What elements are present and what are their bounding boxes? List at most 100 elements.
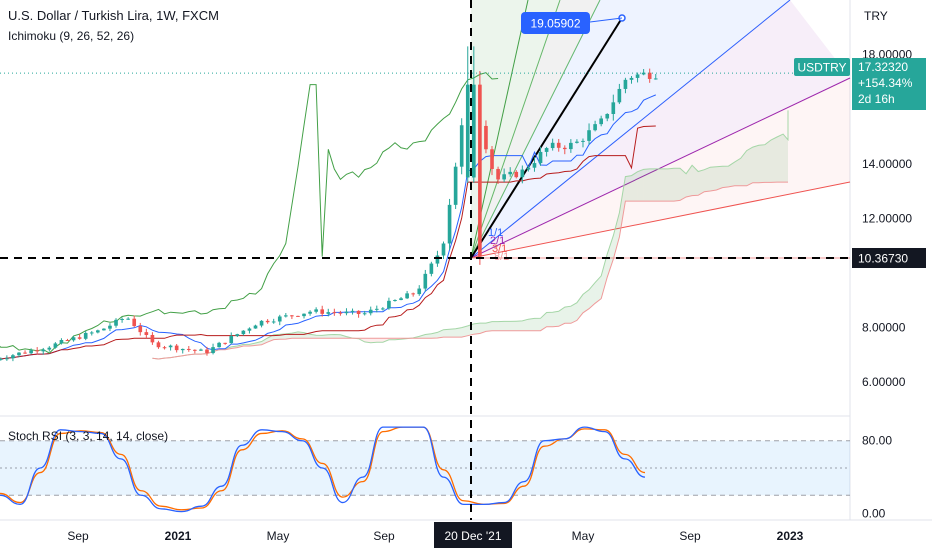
candle-body — [466, 85, 470, 178]
cloud-segment — [492, 322, 498, 331]
candle-body — [169, 346, 173, 348]
cloud-segment — [668, 168, 674, 201]
candle-body — [508, 172, 512, 174]
candle-body — [363, 313, 367, 314]
candle-body — [108, 326, 112, 329]
candle-body — [636, 74, 640, 78]
candle-body — [41, 350, 45, 352]
candle-body — [545, 148, 549, 152]
indicator-label: Ichimoku (9, 26, 52, 26) — [8, 29, 134, 43]
candle-body — [611, 102, 615, 114]
candle-body — [490, 149, 494, 169]
candle-body — [308, 312, 312, 314]
candle-body — [17, 353, 21, 356]
candle-body — [551, 143, 555, 148]
candle-body — [478, 85, 482, 257]
candle-body — [254, 326, 258, 329]
candle-body — [454, 167, 458, 205]
candle-body — [29, 350, 33, 353]
candle-body — [333, 312, 337, 313]
cloud-segment — [759, 145, 765, 183]
candle-body — [496, 169, 500, 179]
candle-body — [599, 118, 603, 124]
candle-body — [581, 141, 585, 142]
crosshair-price-label: 10.36730 — [858, 252, 908, 266]
price-badge-change: +154.34% — [858, 76, 913, 90]
candle-body — [430, 264, 434, 274]
candle-body — [654, 78, 658, 79]
cloud-segment — [510, 321, 516, 330]
candle-body — [145, 332, 149, 335]
candle-body — [302, 314, 306, 316]
cloud-segment — [783, 134, 788, 182]
candle-body — [272, 321, 276, 322]
candle-body — [521, 170, 525, 178]
candle-body — [90, 332, 94, 333]
candle-body — [278, 316, 282, 321]
candle-body — [387, 301, 391, 309]
candle-body — [120, 319, 124, 320]
cloud-segment — [638, 169, 644, 201]
cloud-segment — [553, 311, 559, 326]
candle-body — [284, 315, 288, 316]
candle-body — [187, 349, 191, 350]
cloud-segment — [674, 168, 680, 201]
cloud-segment — [777, 134, 783, 182]
candle-body — [132, 319, 136, 326]
price-tick-label: 8.00000 — [862, 321, 906, 335]
candle-body — [575, 142, 579, 143]
time-tick-label: May — [267, 529, 290, 543]
cloud-segment — [722, 166, 728, 188]
cloud-segment — [547, 312, 553, 327]
candle-body — [405, 293, 409, 298]
candle-body — [539, 152, 543, 163]
candle-body — [248, 329, 252, 331]
candle-body — [0, 359, 3, 360]
candle-body — [151, 335, 155, 342]
candle-body — [442, 243, 446, 255]
cloud-segment — [650, 169, 656, 201]
candle-body — [472, 85, 476, 178]
candle-body — [569, 143, 573, 149]
candle-body — [296, 316, 300, 317]
candle-body — [369, 310, 373, 314]
candle-body — [393, 300, 397, 301]
candle-body — [399, 298, 403, 300]
candle-body — [290, 315, 294, 316]
price-tick-label: 12.00000 — [862, 211, 912, 225]
cloud-segment — [644, 169, 650, 201]
candle-body — [605, 114, 609, 118]
cloud-segment — [631, 172, 637, 201]
candle-body — [527, 168, 531, 170]
cloud-segment — [625, 176, 631, 202]
candle-body — [205, 350, 209, 354]
cloud-segment — [474, 323, 480, 334]
candle-body — [102, 329, 106, 331]
candle-body — [47, 348, 51, 350]
candle-body — [235, 334, 239, 336]
candle-body — [345, 312, 349, 314]
candle-body — [60, 340, 64, 343]
price-tick-label: 14.00000 — [862, 157, 912, 171]
candle-body — [502, 174, 506, 179]
candle-body — [54, 343, 58, 347]
chart-title: U.S. Dollar / Turkish Lira, 1W, FXCM — [8, 8, 219, 23]
candle-body — [217, 343, 221, 347]
crosshair-date-label: 20 Dec '21 — [445, 529, 502, 543]
cloud-segment — [765, 140, 771, 182]
price-tick-label: 6.00000 — [862, 375, 906, 389]
cloud-segment — [528, 318, 534, 330]
candle-body — [357, 311, 361, 314]
cloud-segment — [698, 170, 704, 196]
candle-body — [460, 125, 464, 166]
candle-body — [260, 321, 264, 326]
stoch-tick-label: 80.00 — [862, 434, 892, 448]
candle-body — [381, 308, 385, 309]
candle-body — [411, 293, 415, 294]
candle-body — [138, 326, 142, 332]
cloud-segment — [735, 158, 741, 186]
candle-body — [163, 347, 167, 348]
